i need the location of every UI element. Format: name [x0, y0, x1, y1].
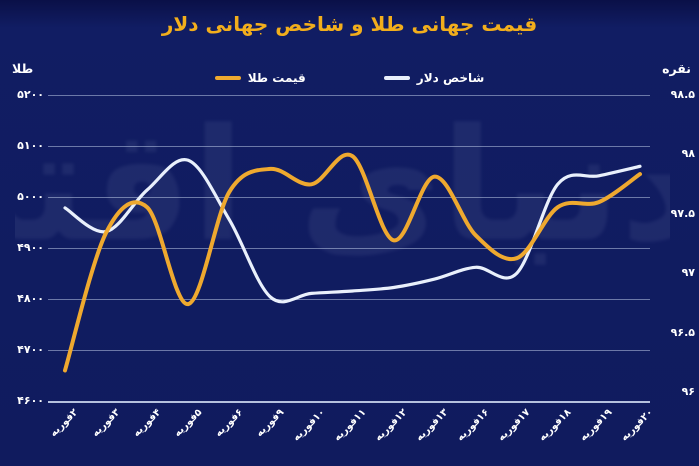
x-axis-label: ۴فوریه [130, 407, 163, 440]
right-tick-label: ۹۷ [681, 266, 695, 280]
x-axis-label: ۶فوریه [212, 407, 246, 440]
chart-title: قیمت جهانی طلا و شاخص جهانی دلار [161, 12, 538, 36]
right-tick-label: ۹۸.۵ [670, 88, 695, 101]
left-tick-label: ۴۶۰۰ [17, 394, 44, 407]
watermark: دنیای اقتصاد [15, 110, 670, 390]
x-axis-label: ۱۱فوریه [331, 407, 369, 444]
gridline [48, 248, 650, 249]
legend: قیمت طلا شاخص دلار [0, 71, 699, 85]
dollar-index-line [63, 158, 642, 304]
left-axis-title: طلا [12, 61, 34, 76]
gold-line-swatch-icon [214, 76, 241, 80]
left-tick-label: ۵۰۰۰ [17, 190, 44, 203]
left-tick-label: ۴۹۰۰ [17, 241, 44, 254]
x-axis-label: ۱۹فوریه [578, 407, 615, 444]
x-axis-label: ۲۰فوریه [619, 407, 656, 444]
x-axis-label: ۱۶فوریه [454, 407, 492, 444]
legend-item-gold: قیمت طلا [214, 71, 306, 85]
right-tick-label: ۹۶ [681, 385, 695, 398]
x-axis-label: ۲فوریه [48, 407, 81, 440]
legend-label-dollar: شاخص دلار [416, 71, 485, 85]
x-axis-label: ۱۳فوریه [413, 407, 451, 444]
left-tick-label: ۴۷۰۰ [17, 343, 44, 356]
left-tick-label: ۴۸۰۰ [17, 292, 44, 305]
dollar-line-swatch-icon [383, 76, 410, 80]
legend-label-gold: قیمت طلا [247, 71, 306, 85]
x-axis-label: ۱۲فوریه [372, 407, 410, 444]
gridline [48, 299, 650, 300]
right-tick-label: ۹۶.۵ [670, 325, 695, 339]
gridline [48, 401, 650, 403]
legend-item-dollar: شاخص دلار [383, 71, 485, 85]
gridline [48, 197, 650, 198]
left-tick-label: ۵۲۰۰ [17, 88, 44, 101]
x-axis-label: ۱۷فوریه [496, 407, 533, 444]
right-tick-label: ۹۷.۵ [670, 206, 695, 220]
gold-price-line [63, 152, 642, 373]
left-tick-label: ۵۱۰۰ [17, 139, 44, 152]
watermark-text: دنیای اقتصاد [15, 110, 670, 276]
x-axis-label: ۵فوریه [171, 407, 204, 440]
x-axis-label: ۳فوریه [89, 407, 122, 440]
x-axis-label: ۱۸فوریه [537, 407, 574, 444]
right-tick-label: ۹۸ [681, 147, 695, 161]
x-axis-label: ۹فوریه [253, 407, 287, 440]
gridline [48, 146, 650, 147]
gridline [48, 95, 650, 96]
right-axis-title: نقره [662, 61, 691, 76]
x-axis-label: ۱۰فوریه [290, 407, 328, 444]
gridline [48, 350, 650, 351]
